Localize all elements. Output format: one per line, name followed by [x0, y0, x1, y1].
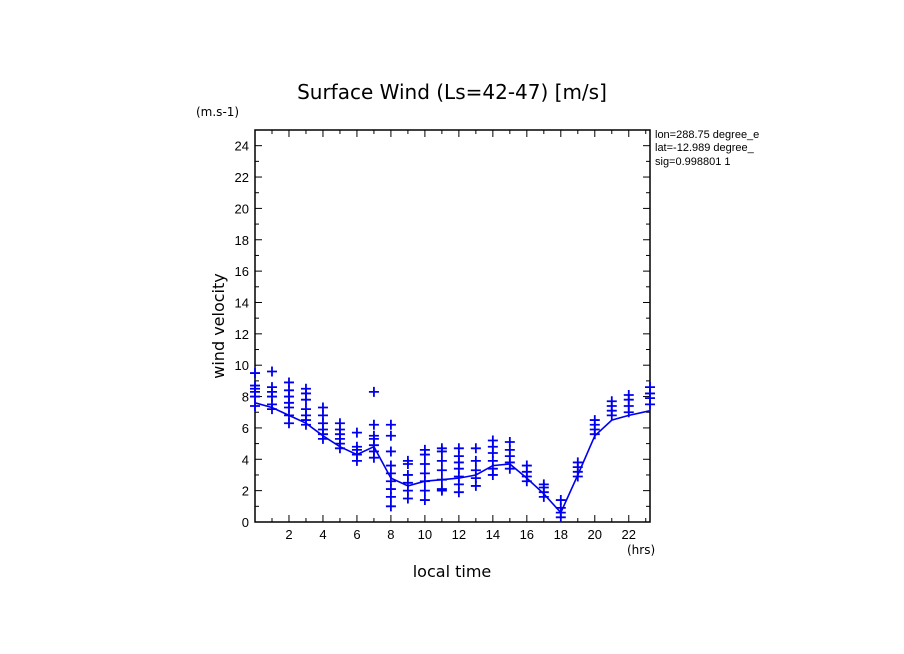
data-point	[250, 368, 260, 379]
data-point	[487, 435, 498, 446]
x-tick-label: 6	[353, 527, 360, 542]
data-point	[300, 383, 311, 394]
y-axis-title: wind velocity	[209, 273, 228, 378]
data-point	[538, 479, 549, 490]
x-tick-label: 16	[520, 527, 534, 542]
data-point	[419, 485, 430, 496]
data-point	[385, 419, 396, 430]
data-point	[250, 400, 260, 411]
data-point	[419, 444, 430, 455]
data-point	[419, 495, 430, 506]
data-point	[266, 366, 277, 377]
info-sig: sig=0.998801 1	[655, 156, 731, 168]
data-point	[470, 455, 481, 466]
data-point	[351, 441, 362, 452]
scatter-points-layer	[250, 366, 655, 523]
x-tick-label: 14	[486, 527, 500, 542]
data-point	[368, 419, 379, 430]
x-tick-label: 2	[285, 527, 292, 542]
x-tick-label: 8	[387, 527, 394, 542]
y-tick-label: 8	[242, 390, 249, 405]
data-point	[385, 501, 396, 512]
info-lon: lon=288.75 degree_e	[655, 129, 759, 141]
x-tick-label: 18	[554, 527, 568, 542]
data-point	[470, 443, 481, 454]
data-point	[521, 460, 532, 471]
data-point	[436, 455, 447, 466]
data-point	[334, 418, 345, 429]
y-tick-label: 12	[235, 327, 249, 342]
data-point	[351, 427, 362, 438]
x-tick-label: 4	[319, 527, 326, 542]
y-tick-label: 22	[235, 170, 249, 185]
plot-area-border	[254, 129, 651, 523]
data-point	[504, 437, 515, 448]
x-tick-label: 10	[418, 527, 432, 542]
y-tick-label: 2	[242, 484, 249, 499]
data-point	[555, 495, 566, 506]
data-point	[470, 465, 481, 476]
data-point	[300, 404, 311, 415]
y-tick-label: 0	[242, 515, 249, 530]
data-point	[385, 430, 396, 441]
y-unit-label: (m.s-1)	[196, 105, 239, 119]
data-point	[402, 469, 413, 480]
data-point	[453, 443, 464, 454]
x-unit-label: (hrs)	[627, 543, 655, 557]
data-point	[436, 465, 447, 476]
y-tick-label: 6	[242, 421, 249, 436]
chart-title: Surface Wind (Ls=42-47) [m/s]	[297, 80, 607, 104]
info-clip-mask	[780, 125, 904, 175]
data-point	[572, 457, 583, 468]
y-tick-label: 20	[235, 201, 249, 216]
data-point	[283, 377, 294, 388]
x-axis-ticks: 2 4 6 8 10 12 14 16 18 20 22	[271, 130, 647, 542]
data-point	[436, 443, 447, 454]
data-point	[317, 402, 328, 413]
data-point	[436, 474, 447, 485]
info-lat: lat=-12.989 degree_	[655, 142, 755, 154]
y-tick-label: 4	[242, 452, 249, 467]
data-point	[250, 380, 260, 391]
data-point	[419, 468, 430, 479]
data-point	[385, 460, 396, 471]
y-tick-label: 14	[235, 295, 249, 310]
y-tick-label: 24	[235, 139, 249, 154]
data-point	[402, 455, 413, 466]
x-tick-label: 12	[452, 527, 466, 542]
data-point	[645, 382, 655, 393]
y-tick-label: 18	[235, 233, 249, 248]
y-tick-label: 16	[235, 264, 249, 279]
data-point	[606, 396, 617, 407]
y-tick-label: 10	[235, 358, 249, 373]
data-point	[589, 415, 600, 426]
data-point	[385, 446, 396, 457]
data-point	[368, 430, 379, 441]
plot-frame	[254, 129, 651, 523]
x-tick-label: 22	[622, 527, 636, 542]
info-block: lon=288.75 degree_e lat=-12.989 degree_ …	[655, 129, 759, 168]
x-tick-label: 20	[588, 527, 602, 542]
data-point	[368, 386, 379, 397]
data-point	[419, 458, 430, 469]
x-axis-title: local time	[413, 562, 492, 581]
data-point	[266, 382, 277, 393]
data-point	[436, 484, 447, 495]
data-point	[623, 389, 634, 400]
